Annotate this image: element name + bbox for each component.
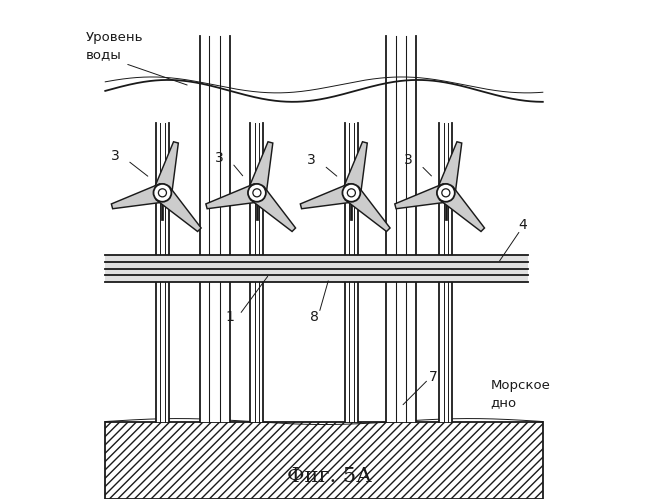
Text: 8: 8 [310, 310, 318, 324]
Polygon shape [206, 184, 259, 208]
Polygon shape [156, 186, 201, 232]
Text: Фиг. 5А: Фиг. 5А [287, 467, 371, 486]
Bar [105, 255, 528, 282]
Circle shape [248, 184, 266, 202]
Circle shape [153, 184, 171, 202]
Bar [345, 123, 358, 422]
Polygon shape [395, 184, 448, 208]
Text: 7: 7 [429, 370, 438, 384]
Polygon shape [111, 184, 165, 208]
Bar [156, 123, 169, 422]
Circle shape [159, 189, 166, 197]
Text: 3: 3 [215, 151, 224, 165]
Text: Морское
дно: Морское дно [491, 379, 551, 409]
Circle shape [347, 189, 355, 197]
Circle shape [342, 184, 361, 202]
Text: 4: 4 [519, 218, 527, 232]
Polygon shape [342, 142, 367, 196]
Text: 3: 3 [307, 154, 316, 168]
Polygon shape [153, 142, 178, 196]
Text: 3: 3 [404, 154, 413, 168]
Polygon shape [300, 184, 354, 208]
Polygon shape [439, 186, 484, 232]
Circle shape [437, 184, 455, 202]
Bar [105, 422, 543, 498]
Polygon shape [437, 142, 462, 196]
Text: 1: 1 [225, 310, 234, 324]
Polygon shape [248, 142, 273, 196]
Bar [440, 123, 452, 422]
Polygon shape [250, 186, 295, 232]
Bar [251, 123, 263, 422]
Bar [386, 36, 416, 422]
Circle shape [442, 189, 450, 197]
Bar [200, 36, 230, 422]
Text: 3: 3 [111, 148, 120, 162]
Circle shape [253, 189, 261, 197]
Text: Уровень
воды: Уровень воды [86, 31, 143, 61]
Polygon shape [345, 186, 390, 232]
